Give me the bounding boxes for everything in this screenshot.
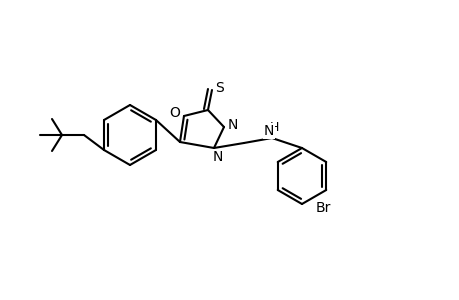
Text: N: N	[227, 118, 238, 132]
Text: N: N	[213, 150, 223, 164]
Text: O: O	[169, 106, 180, 120]
Text: N: N	[263, 124, 274, 138]
Text: H: H	[269, 121, 278, 134]
Text: Br: Br	[315, 201, 330, 215]
Text: S: S	[215, 81, 224, 95]
